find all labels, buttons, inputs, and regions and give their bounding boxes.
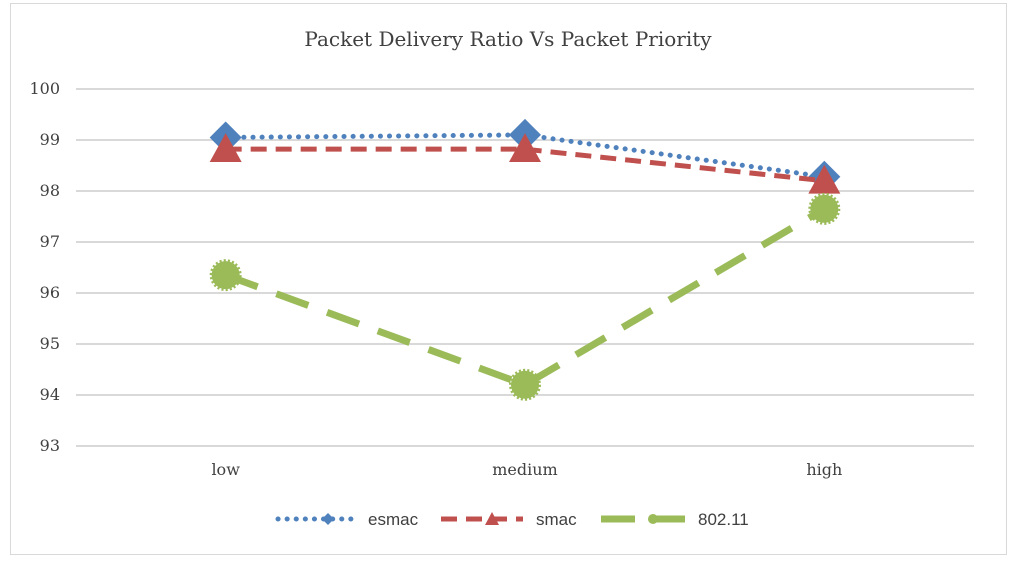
y-tick-label: 95 — [40, 334, 60, 353]
x-tick-label: low — [211, 460, 240, 479]
chart-frame — [10, 3, 1007, 555]
legend-marker — [322, 513, 334, 525]
y-tick-label: 93 — [40, 436, 60, 455]
x-axis-ticks: low medium high — [211, 460, 842, 479]
chart-title: Packet Delivery Ratio Vs Packet Priority — [304, 27, 712, 51]
data-point-802.11 — [209, 259, 242, 292]
data-point-802.11 — [808, 192, 841, 225]
y-tick-label: 97 — [40, 232, 60, 251]
y-axis-ticks: 93 94 95 96 97 98 99 100 — [29, 79, 60, 455]
y-tick-label: 99 — [40, 130, 60, 149]
x-tick-label: high — [806, 460, 842, 479]
legend-label: 802.11 — [698, 510, 749, 529]
y-tick-label: 100 — [29, 79, 60, 98]
legend-item-802.11: 802.11 — [601, 510, 749, 529]
y-tick-label: 94 — [40, 385, 60, 404]
data-point-802.11 — [509, 368, 541, 401]
y-tick-label: 96 — [40, 283, 60, 302]
legend-label: esmac — [368, 510, 419, 529]
legend-label: smac — [536, 510, 577, 529]
data-point-smac — [209, 133, 242, 162]
data-point-smac — [808, 164, 841, 194]
legend-marker — [648, 514, 658, 524]
legend-marker — [485, 512, 499, 525]
data-point-smac — [509, 133, 541, 162]
y-tick-label: 98 — [40, 181, 60, 200]
series-group — [209, 118, 841, 401]
legend: esmac smac 802.11 — [275, 510, 749, 529]
series-line-802.11 — [224, 205, 827, 389]
legend-item-esmac: esmac — [275, 510, 419, 529]
x-tick-label: medium — [492, 460, 557, 479]
legend-item-smac: smac — [441, 510, 577, 529]
